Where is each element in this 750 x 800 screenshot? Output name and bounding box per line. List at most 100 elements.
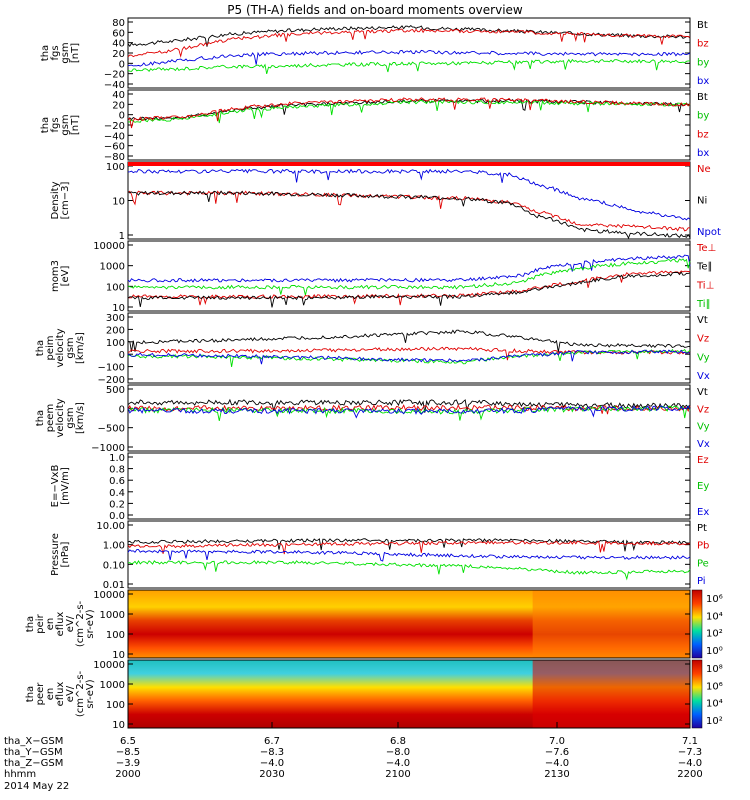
y-tick-label: 1000: [100, 610, 125, 621]
legend-Te⊥: Te⊥: [696, 243, 716, 254]
y-tick-label: 0.4: [109, 488, 125, 499]
axis-row-value: 2030: [259, 769, 284, 780]
svg-text:[km/s]: [km/s]: [75, 402, 86, 434]
axis-row-value: −8.3: [260, 747, 284, 758]
legend-Pe: Pe: [697, 558, 709, 569]
y-tick-label: −40: [104, 80, 125, 91]
axis-row-label: tha_Y−GSM: [4, 747, 63, 758]
axis-row-value: 2130: [544, 769, 569, 780]
colorbar: [691, 659, 703, 729]
series-bz: [127, 97, 691, 129]
legend-Pi: Pi: [697, 576, 706, 587]
y-tick-label: −80: [104, 152, 125, 163]
y-tick-label: 100: [106, 700, 125, 711]
axis-row-value: −7.6: [545, 747, 569, 758]
y-tick-label: 10.00: [96, 521, 125, 532]
colorbar-label: 10⁶: [706, 681, 723, 692]
svg-text:tha: tha: [40, 117, 51, 133]
svg-text:Density: Density: [50, 181, 61, 219]
axis-row-value: −4.0: [678, 758, 702, 769]
legend-Bt: Bt: [697, 20, 708, 31]
y-tick-label: 40: [112, 90, 125, 101]
svg-text:eflux: eflux: [55, 612, 66, 637]
y-tick-label: 60: [112, 28, 125, 39]
axis-row-value: −4.0: [260, 758, 284, 769]
axis-row-label: tha_Z−GSM: [4, 758, 63, 769]
axis-row-value: −7.3: [678, 747, 702, 758]
series-Ti∥: [127, 258, 691, 296]
svg-text:gsm: gsm: [65, 337, 76, 358]
panel-frame: [127, 659, 691, 729]
y-axis-label: tha peim velocity gsm [km/s]: [35, 328, 86, 367]
svg-text:[nT]: [nT]: [70, 115, 81, 135]
y-axis-label: tha peer en eflux eV/(cm^2-s-sr-eV): [25, 670, 96, 717]
y-tick-label: 10000: [93, 590, 125, 601]
svg-text:sr-eV): sr-eV): [85, 679, 96, 708]
svg-text:peim: peim: [45, 335, 56, 360]
series-Te∥: [127, 271, 691, 308]
y-tick-label: 0.6: [109, 476, 125, 487]
legend-Pt: Pt: [697, 523, 707, 534]
svg-text:peem: peem: [45, 404, 56, 432]
y-tick-label: 0: [119, 404, 125, 415]
svg-text:(cm^2-s-: (cm^2-s-: [75, 600, 86, 647]
legend-Npot: Npot: [697, 227, 721, 238]
series-Vz: [127, 346, 691, 361]
axis-row-value: 2100: [385, 769, 410, 780]
panel-frame: [127, 384, 691, 452]
svg-text:tha: tha: [25, 616, 36, 632]
panel-8: 10.00 1.00 0.10 0.01 Pressure [nPa] Pt Pb Pe Pi: [50, 520, 709, 591]
y-tick-label: 300: [106, 313, 125, 324]
y-axis-label: tha fgs gsm [nT]: [40, 114, 81, 135]
colorbar-label: 10⁰: [706, 646, 723, 657]
axis-row-value: 2200: [677, 769, 702, 780]
svg-text:mom3: mom3: [50, 260, 61, 292]
svg-text:eV/: eV/: [65, 685, 76, 702]
svg-text:tha: tha: [25, 686, 36, 702]
series-bz: [127, 28, 691, 58]
colorbar-label: 10⁶: [706, 594, 723, 605]
svg-text:fgs: fgs: [50, 45, 61, 60]
y-tick-label: 1.0: [109, 453, 125, 464]
y-tick-label: 100: [106, 338, 125, 349]
series-Bt: [127, 25, 691, 48]
series-bx: [127, 49, 691, 67]
svg-text:peer: peer: [35, 682, 46, 706]
series-Ti⊥: [127, 254, 691, 283]
series-Pi: [127, 549, 691, 562]
legend-bx: bx: [697, 76, 709, 87]
axis-row-value: 6.7: [264, 736, 280, 747]
y-tick-label: −20: [104, 70, 125, 81]
spectrogram-region: [532, 660, 690, 728]
y-tick-label: 500: [106, 385, 125, 396]
svg-text:tha: tha: [40, 45, 51, 61]
panel-frame: [127, 17, 691, 89]
legend-Te∥: Te∥: [696, 262, 713, 273]
legend-bz: bz: [697, 39, 709, 50]
legend-Bt: Bt: [697, 92, 708, 103]
y-tick-label: 10000: [93, 241, 125, 252]
y-axis-label: E=−VxB [mV/m]: [50, 465, 71, 508]
svg-text:Pressure: Pressure: [50, 533, 61, 576]
legend-Vx: Vx: [697, 439, 710, 450]
series-Vy: [127, 348, 691, 367]
y-axis-label: mom3 [eV]: [50, 260, 71, 292]
y-tick-label: 0.01: [103, 580, 125, 591]
series-Npot: [127, 168, 691, 221]
y-tick-label: 100: [106, 630, 125, 641]
panel-frame: [127, 589, 691, 659]
y-tick-label: 0: [119, 111, 125, 122]
y-tick-label: 20: [112, 100, 125, 111]
panel-9: 10⁶ 10⁴ 10² 10⁰ 10000 1000 100 10 tha peir en eflux…: [25, 589, 723, 661]
colorbar-label: 10⁴: [706, 611, 723, 622]
y-tick-label: 1.00: [103, 541, 125, 552]
y-tick-label: 0.0: [109, 511, 125, 522]
y-tick-label: 10000: [93, 660, 125, 671]
legend-Vt: Vt: [697, 387, 708, 398]
y-axis-label: Density [cm−3]: [50, 181, 71, 219]
y-tick-label: 0.10: [103, 560, 125, 571]
y-tick-label: −20: [104, 121, 125, 132]
